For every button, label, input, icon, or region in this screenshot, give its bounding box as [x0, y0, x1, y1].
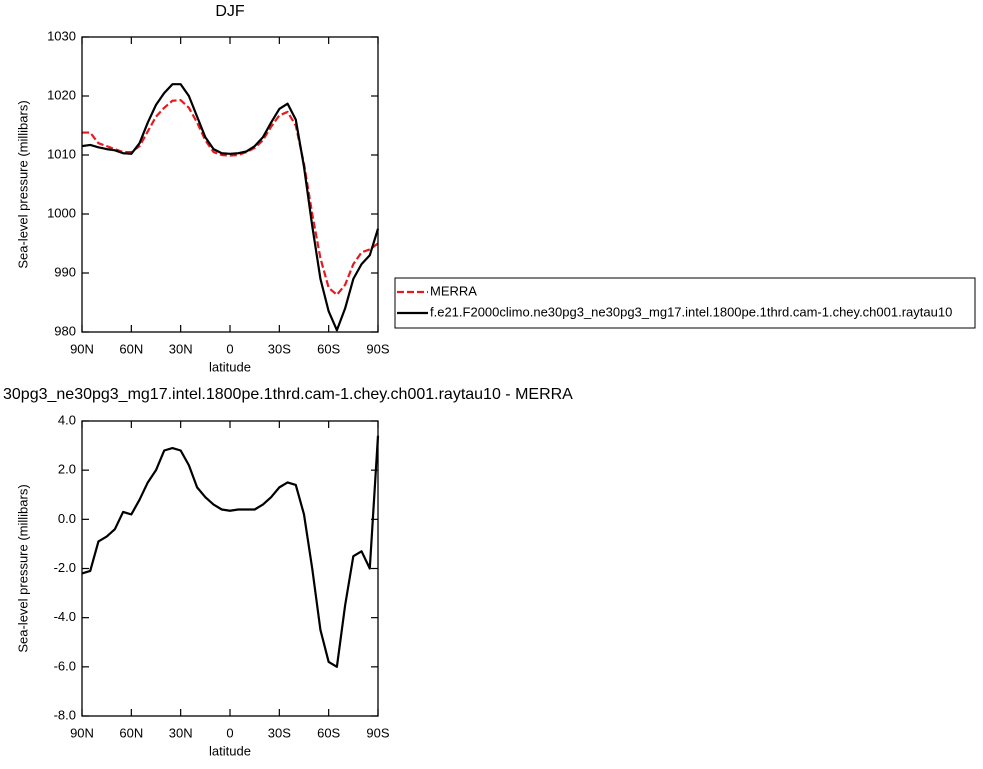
x-tick-label: 60N [119, 341, 143, 356]
legend-label: MERRA [430, 283, 477, 298]
y-tick-label: 2.0 [58, 462, 76, 477]
x-tick-label: 60N [119, 725, 143, 740]
y-tick-label: 1000 [47, 205, 76, 220]
y-axis-label: Sea-level pressure (millibars) [15, 100, 30, 268]
y-tick-label: -6.0 [54, 658, 76, 673]
x-tick-label: 30S [268, 341, 291, 356]
plot-frame [81, 420, 379, 717]
x-axis-label: latitude [209, 359, 251, 374]
legend-box [394, 277, 976, 329]
data-line [82, 99, 379, 296]
data-line [81, 435, 380, 668]
y-tick-label: 1030 [47, 28, 76, 43]
y-tick-label: 4.0 [58, 412, 76, 427]
chart-title: DJF [215, 3, 245, 20]
x-tick-label: 30S [268, 725, 291, 740]
y-tick-label: 0.0 [58, 511, 76, 526]
data-line [81, 83, 380, 332]
y-tick-label: 980 [54, 323, 76, 338]
x-tick-label: 90N [70, 341, 94, 356]
x-tick-label: 0 [226, 725, 233, 740]
x-axis-label: latitude [209, 743, 251, 758]
x-tick-label: 90S [366, 725, 389, 740]
chart-title: 30pg3_ne30pg3_mg17.intel.1800pe.1thrd.ca… [3, 386, 573, 403]
legend-label: f.e21.F2000climo.ne30pg3_ne30pg3_mg17.in… [430, 304, 952, 319]
y-tick-label: 1010 [47, 146, 76, 161]
y-tick-label: 990 [54, 264, 76, 279]
y-axis-label: Sea-level pressure (millibars) [15, 484, 30, 652]
x-tick-label: 90S [366, 341, 389, 356]
y-tick-label: -8.0 [54, 707, 76, 722]
y-tick-label: -4.0 [54, 609, 76, 624]
x-tick-label: 60S [317, 341, 340, 356]
x-tick-label: 30N [169, 341, 193, 356]
y-tick-label: 1020 [47, 87, 76, 102]
x-tick-label: 60S [317, 725, 340, 740]
plot-frame [81, 36, 379, 333]
y-tick-label: -2.0 [54, 560, 76, 575]
x-tick-label: 90N [70, 725, 94, 740]
x-tick-label: 30N [169, 725, 193, 740]
x-tick-label: 0 [226, 341, 233, 356]
